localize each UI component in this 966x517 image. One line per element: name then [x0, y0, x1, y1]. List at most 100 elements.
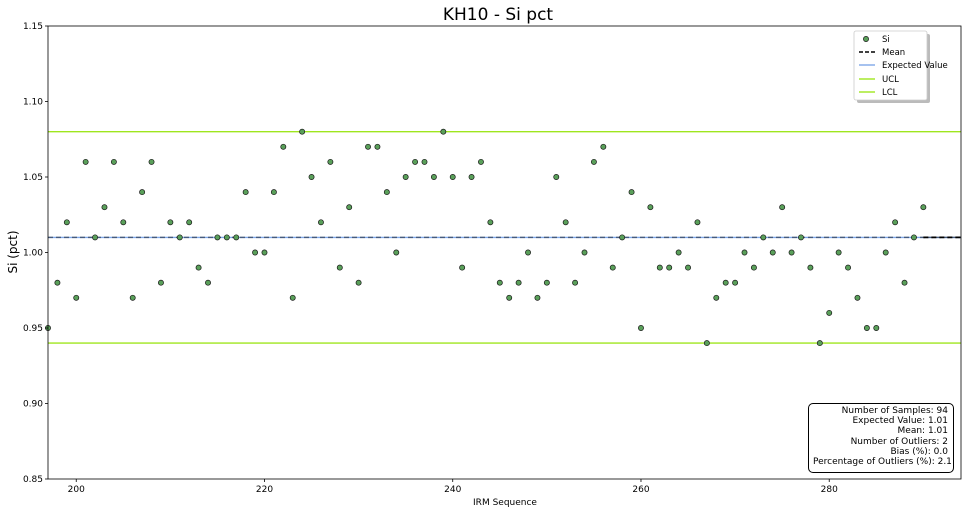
data-point	[195, 264, 202, 271]
data-point	[910, 234, 917, 241]
data-point	[835, 249, 842, 256]
data-point	[600, 143, 607, 150]
data-point	[779, 204, 786, 211]
data-point	[289, 294, 296, 301]
chart-title: KH10 - Si pct	[443, 5, 554, 25]
data-point	[750, 264, 757, 271]
y-tick-label: 1.00	[23, 249, 43, 259]
data-point	[280, 143, 287, 150]
data-point	[826, 309, 833, 316]
legend-expected-label: Expected Value	[882, 61, 948, 71]
data-point	[703, 340, 710, 347]
stat-line: Number of Samples: 94	[841, 406, 948, 416]
data-point	[393, 249, 400, 256]
data-point	[73, 294, 80, 301]
y-tick-label: 1.05	[23, 173, 43, 183]
data-point	[666, 264, 673, 271]
data-point	[129, 294, 136, 301]
data-point	[186, 219, 193, 226]
data-point	[374, 143, 381, 150]
data-point	[675, 249, 682, 256]
data-point	[920, 204, 927, 211]
data-point	[638, 325, 644, 331]
legend-frame	[853, 30, 928, 101]
data-point	[63, 219, 70, 226]
data-point	[148, 158, 155, 165]
x-tick-label: 200	[68, 485, 85, 495]
stat-line: Number of Outliers: 2	[850, 436, 948, 447]
data-point	[609, 264, 616, 271]
data-point	[270, 189, 277, 196]
data-point	[525, 249, 531, 256]
data-point	[412, 158, 419, 165]
y-tick-label: 0.90	[23, 400, 43, 410]
data-point	[515, 279, 522, 286]
data-point	[449, 174, 456, 180]
data-point	[233, 234, 240, 241]
data-point	[760, 234, 767, 241]
data-point	[214, 234, 221, 241]
y-tick-label: 0.85	[23, 475, 43, 485]
data-point	[430, 174, 437, 180]
data-point	[355, 279, 362, 286]
data-point	[402, 174, 409, 180]
legend-lcl-label: LCL	[882, 88, 898, 98]
data-point	[581, 249, 588, 256]
stat-line: Expected Value: 1.01	[852, 416, 949, 427]
data-point	[882, 249, 889, 256]
stat-line: Mean: 1.01	[897, 426, 948, 437]
data-point	[732, 279, 739, 286]
data-point	[205, 279, 211, 286]
data-point	[92, 234, 99, 241]
data-point	[120, 219, 127, 226]
data-point	[318, 219, 324, 226]
data-point	[553, 174, 560, 180]
data-point	[901, 279, 908, 286]
y-axis-label: Si (pct)	[6, 230, 20, 273]
data-point	[713, 294, 720, 301]
data-point	[845, 264, 852, 271]
statistics-box: Number of Samples: 94 Expected Value: 1.…	[808, 403, 954, 473]
data-point	[562, 219, 569, 226]
data-point	[139, 189, 146, 196]
data-point	[694, 219, 701, 226]
data-point	[892, 219, 899, 226]
data-point	[54, 279, 61, 286]
data-point	[242, 189, 249, 196]
data-point	[788, 249, 795, 256]
data-point	[590, 158, 597, 165]
data-point	[157, 279, 164, 286]
data-point	[252, 249, 259, 256]
data-point	[798, 234, 804, 241]
data-point	[741, 249, 748, 256]
legend-mean-label: Mean	[882, 48, 905, 58]
x-tick-label: 280	[821, 485, 838, 495]
data-point	[336, 264, 343, 271]
data-point	[308, 174, 315, 180]
data-point	[572, 279, 579, 286]
data-point	[487, 219, 494, 226]
data-point	[478, 158, 484, 165]
data-point	[543, 279, 550, 286]
data-point	[628, 189, 635, 196]
x-tick-label: 260	[632, 485, 649, 495]
data-point	[327, 158, 334, 165]
data-point	[299, 128, 306, 135]
x-axis-label: IRM Sequence	[473, 498, 537, 508]
data-point	[807, 264, 814, 271]
data-point	[383, 189, 390, 196]
legend-si-marker	[863, 36, 869, 42]
data-point	[534, 294, 541, 301]
data-point	[365, 143, 371, 150]
data-point	[685, 264, 691, 271]
data-point	[440, 128, 447, 135]
data-point	[863, 325, 870, 331]
legend-si-label: Si	[882, 35, 890, 45]
data-point	[854, 294, 861, 301]
data-point	[459, 264, 466, 271]
data-point	[619, 234, 626, 241]
x-tick-label: 220	[256, 485, 273, 495]
data-point	[506, 294, 513, 301]
y-tick-label: 0.95	[23, 324, 43, 334]
